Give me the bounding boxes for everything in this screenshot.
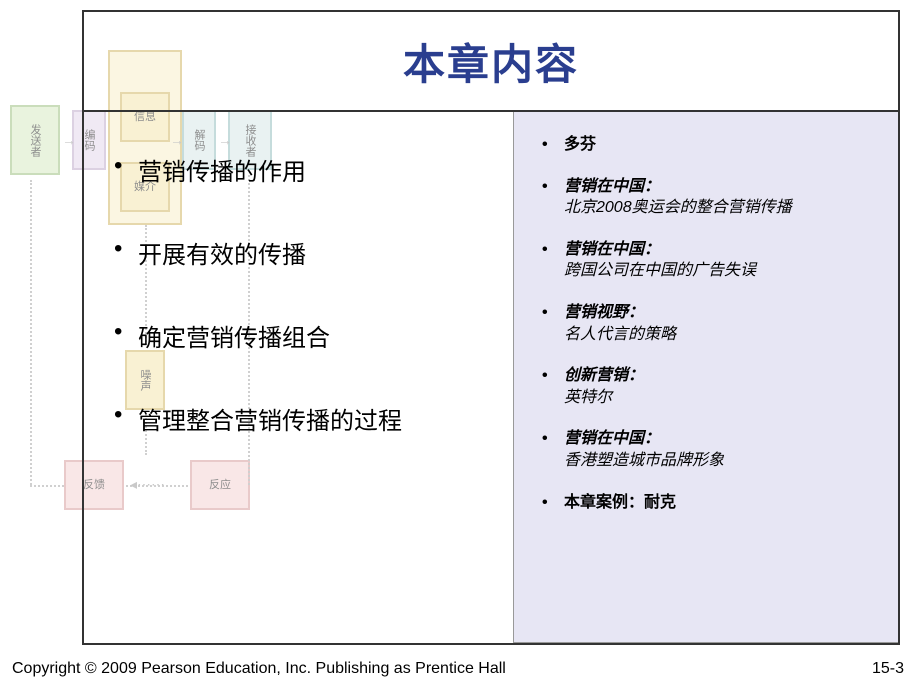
list-item: • 确定营销传播组合 xyxy=(114,318,503,353)
bullet-icon: • xyxy=(542,365,564,387)
dotted-line xyxy=(30,180,32,485)
right-panel: • 多芬 • 营销在中国： 北京2008奥运会的整合营销传播 • 营销在中国： … xyxy=(513,112,898,643)
right-item-body: 营销在中国： 香港塑造城市品牌形象 xyxy=(564,428,724,471)
right-item-text: 本章案例：耐克 xyxy=(564,492,676,514)
bg-box-sender: 发送者 xyxy=(10,105,60,175)
right-item-head: 营销视野： xyxy=(564,304,644,321)
right-item-sub: 名人代言的策略 xyxy=(564,324,676,346)
right-item-body: 创新营销： 英特尔 xyxy=(564,365,644,408)
right-item-head: 营销在中国： xyxy=(564,430,660,447)
bullet-icon: • xyxy=(542,176,564,198)
list-item: • 营销在中国： 跨国公司在中国的广告失误 xyxy=(542,239,880,282)
list-item: • 营销在中国： 北京2008奥运会的整合营销传播 xyxy=(542,176,880,219)
list-item: • 营销在中国： 香港塑造城市品牌形象 xyxy=(542,428,880,471)
footer: Copyright © 2009 Pearson Education, Inc.… xyxy=(12,660,904,678)
left-item-text: 管理整合营销传播的过程 xyxy=(138,401,402,436)
bullet-icon: • xyxy=(542,302,564,324)
list-item: • 创新营销： 英特尔 xyxy=(542,365,880,408)
page-number: 15-3 xyxy=(872,660,904,678)
content-row: • 营销传播的作用 • 开展有效的传播 • 确定营销传播组合 • 管理整合营销传… xyxy=(84,112,898,643)
copyright-text: Copyright © 2009 Pearson Education, Inc.… xyxy=(12,660,506,678)
list-item: • 开展有效的传播 xyxy=(114,235,503,270)
right-item-head: 营销在中国： xyxy=(564,241,660,258)
bullet-icon: • xyxy=(542,134,564,156)
bullet-icon: • xyxy=(114,318,138,346)
list-item: • 营销传播的作用 xyxy=(114,152,503,187)
slide-frame: 本章内容 • 营销传播的作用 • 开展有效的传播 • 确定营销传播组合 • 管理… xyxy=(82,10,900,645)
right-item-sub: 跨国公司在中国的广告失误 xyxy=(564,260,756,282)
left-column: • 营销传播的作用 • 开展有效的传播 • 确定营销传播组合 • 管理整合营销传… xyxy=(84,112,513,643)
bullet-icon: • xyxy=(542,492,564,514)
list-item: • 本章案例：耐克 xyxy=(542,492,880,514)
list-item: • 营销视野： 名人代言的策略 xyxy=(542,302,880,345)
list-item: • 管理整合营销传播的过程 xyxy=(114,401,503,436)
slide-title: 本章内容 xyxy=(403,31,579,92)
bullet-icon: • xyxy=(114,401,138,429)
bullet-icon: • xyxy=(542,239,564,261)
left-item-text: 确定营销传播组合 xyxy=(138,318,330,353)
left-item-text: 营销传播的作用 xyxy=(138,152,306,187)
right-item-head: 创新营销： xyxy=(564,367,644,384)
right-item-sub: 香港塑造城市品牌形象 xyxy=(564,450,724,472)
list-item: • 多芬 xyxy=(542,134,880,156)
title-bar: 本章内容 xyxy=(84,12,898,112)
right-item-text: 多芬 xyxy=(564,134,596,156)
bullet-icon: • xyxy=(114,235,138,263)
right-item-body: 营销在中国： 北京2008奥运会的整合营销传播 xyxy=(564,176,792,219)
bullet-icon: • xyxy=(114,152,138,180)
right-item-head: 营销在中国： xyxy=(564,178,660,195)
bullet-icon: • xyxy=(542,428,564,450)
right-item-sub: 北京2008奥运会的整合营销传播 xyxy=(564,197,792,219)
right-item-body: 营销视野： 名人代言的策略 xyxy=(564,302,676,345)
right-item-sub: 英特尔 xyxy=(564,387,644,409)
arrow-icon: → xyxy=(62,132,76,148)
left-item-text: 开展有效的传播 xyxy=(138,235,306,270)
dotted-line xyxy=(30,485,64,487)
right-item-body: 营销在中国： 跨国公司在中国的广告失误 xyxy=(564,239,756,282)
